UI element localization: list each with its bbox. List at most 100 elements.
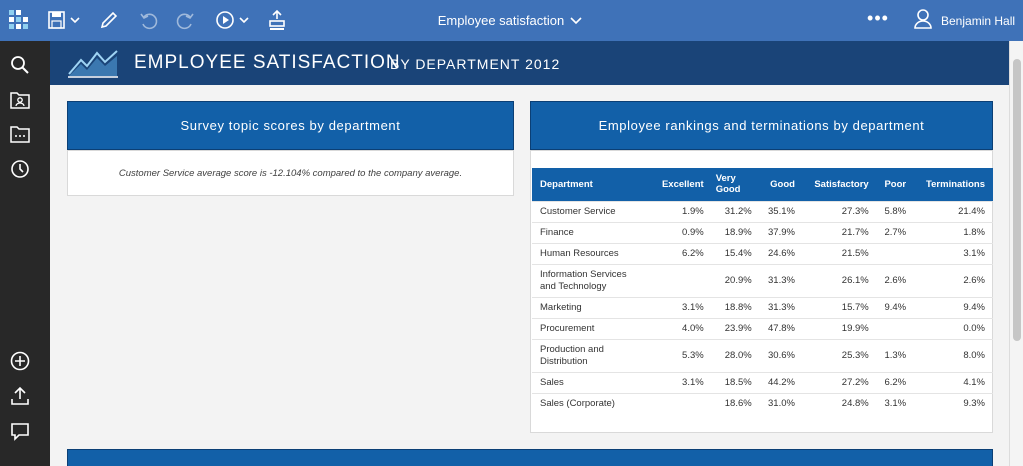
value-cell: 6.2% [652, 242, 712, 264]
stamp-icon[interactable] [266, 8, 288, 32]
dashboard-subtitle: BY DEPARTMENT 2012 [390, 56, 561, 72]
value-cell: 30.6% [759, 338, 803, 372]
user-icon [914, 9, 932, 32]
value-cell: 2.7% [876, 221, 915, 243]
value-cell: 21.5% [802, 242, 877, 264]
value-cell: 5.3% [652, 338, 712, 372]
value-cell: 2.6% [876, 263, 915, 297]
table-row[interactable]: Marketing 3.1% 18.8% 31.3% 15.7% 9.4% 9.4% [532, 296, 993, 318]
user-menu[interactable]: Benjamin Hall [914, 0, 1019, 41]
value-cell: 24.6% [759, 242, 803, 264]
value-cell: 1.8% [914, 221, 993, 243]
value-cell: 9.3% [914, 392, 993, 414]
value-cell: 9.4% [914, 296, 993, 318]
value-cell: 9.4% [876, 296, 915, 318]
value-cell: 21.7% [802, 221, 877, 243]
report-title: Employee satisfaction [437, 13, 565, 28]
left-sidebar [0, 41, 50, 466]
column-header[interactable]: Excellent [661, 178, 704, 190]
dashboard-banner: EMPLOYEE SATISFACTION BY DEPARTMENT 2012 [50, 41, 1009, 85]
value-cell: 0.0% [914, 317, 993, 339]
value-cell: 28.0% [711, 338, 760, 372]
department-cell: Customer Service [532, 200, 652, 222]
column-header[interactable]: Good [770, 178, 795, 190]
table-row[interactable]: Sales 3.1% 18.5% 44.2% 27.2% 6.2% 4.1% [532, 371, 993, 393]
more-options-button[interactable]: ••• [867, 8, 889, 28]
value-cell [652, 392, 712, 414]
user-name: Benjamin Hall [941, 13, 1016, 28]
value-cell: 18.5% [711, 371, 760, 393]
value-cell: 3.1% [652, 371, 712, 393]
value-cell: 4.0% [652, 317, 712, 339]
table-row[interactable]: Information Services and Technology 20.9%… [532, 263, 993, 297]
dashboard-title: EMPLOYEE SATISFACTION [134, 52, 401, 73]
value-cell: 35.1% [759, 200, 803, 222]
app-logo-icon[interactable] [8, 8, 30, 32]
value-cell: 25.3% [802, 338, 877, 372]
value-cell: 31.0% [759, 392, 803, 414]
table-row[interactable]: Procurement 4.0% 23.9% 47.8% 19.9% 0.0% [532, 317, 993, 339]
chevron-down-icon [570, 13, 582, 28]
mountain-chart-logo-icon [67, 48, 119, 78]
value-cell: 24.8% [802, 392, 877, 414]
upload-icon[interactable] [8, 384, 32, 408]
value-cell: 15.7% [802, 296, 877, 318]
table-header-row: Department Excellent Very Good Good Sati… [532, 168, 993, 201]
recent-icon[interactable] [8, 157, 32, 181]
value-cell: 4.1% [914, 371, 993, 393]
column-header[interactable]: Satisfactory [814, 178, 869, 190]
table-row[interactable]: Customer Service 1.9% 31.2% 35.1% 27.3% 5.8% 2… [532, 200, 993, 222]
value-cell: 3.1% [652, 296, 712, 318]
undo-icon[interactable] [138, 8, 160, 32]
present-icon[interactable] [214, 8, 252, 32]
report-title-dropdown[interactable]: Employee satisfaction [400, 0, 620, 41]
value-cell: 31.2% [711, 200, 760, 222]
value-cell: 18.8% [711, 296, 760, 318]
value-cell: 18.9% [711, 221, 760, 243]
value-cell: 31.3% [759, 296, 803, 318]
save-icon[interactable] [46, 8, 82, 32]
next-panel-header [67, 449, 993, 466]
department-cell: Information Services and Technology [532, 263, 652, 297]
table-row[interactable]: Finance 0.9% 18.9% 37.9% 21.7% 2.7% 1.8% [532, 221, 993, 243]
folder-icon[interactable] [8, 122, 32, 146]
value-cell: 8.0% [914, 338, 993, 372]
table-row[interactable]: Production and Distribution 5.3% 28.0% 30.6… [532, 338, 993, 372]
my-content-icon[interactable] [8, 88, 32, 112]
search-icon[interactable] [8, 53, 32, 77]
column-header[interactable]: Poor [884, 178, 907, 190]
scrollbar-thumb[interactable] [1013, 59, 1021, 341]
column-header[interactable]: Terminations [926, 178, 985, 190]
value-cell: 26.1% [802, 263, 877, 297]
value-cell: 15.4% [711, 242, 760, 264]
value-cell: 6.2% [876, 371, 915, 393]
department-cell: Procurement [532, 317, 652, 339]
column-header[interactable]: Very Good [715, 173, 741, 196]
value-cell: 23.9% [711, 317, 760, 339]
value-cell: 21.4% [914, 200, 993, 222]
value-cell: 37.9% [759, 221, 803, 243]
survey-scores-header[interactable]: Survey topic scores by department [67, 101, 514, 150]
department-cell: Human Resources [532, 242, 652, 264]
department-cell: Finance [532, 221, 652, 243]
value-cell: 0.9% [652, 221, 712, 243]
value-cell: 3.1% [876, 392, 915, 414]
value-cell: 2.6% [914, 263, 993, 297]
value-cell: 27.3% [802, 200, 877, 222]
value-cell: 1.9% [652, 200, 712, 222]
column-header[interactable]: Department [540, 178, 593, 190]
pencil-icon[interactable] [98, 8, 120, 32]
value-cell: 44.2% [759, 371, 803, 393]
table-row[interactable]: Human Resources 6.2% 15.4% 24.6% 21.5% 3.1% [532, 242, 993, 264]
vertical-scrollbar[interactable] [1009, 41, 1023, 466]
add-icon[interactable] [8, 349, 32, 373]
rankings-header[interactable]: Employee rankings and terminations by de… [530, 101, 993, 150]
value-cell: 3.1% [914, 242, 993, 264]
redo-icon[interactable] [174, 8, 196, 32]
value-cell: 20.9% [711, 263, 760, 297]
table-row[interactable]: Sales (Corporate) 18.6% 31.0% 24.8% 3.1% 9.3% [532, 392, 993, 414]
rankings-table-panel: Department Excellent Very Good Good Sati… [530, 150, 993, 433]
comment-icon[interactable] [8, 419, 32, 443]
department-cell: Production and Distribution [532, 338, 652, 372]
value-cell [876, 317, 915, 339]
